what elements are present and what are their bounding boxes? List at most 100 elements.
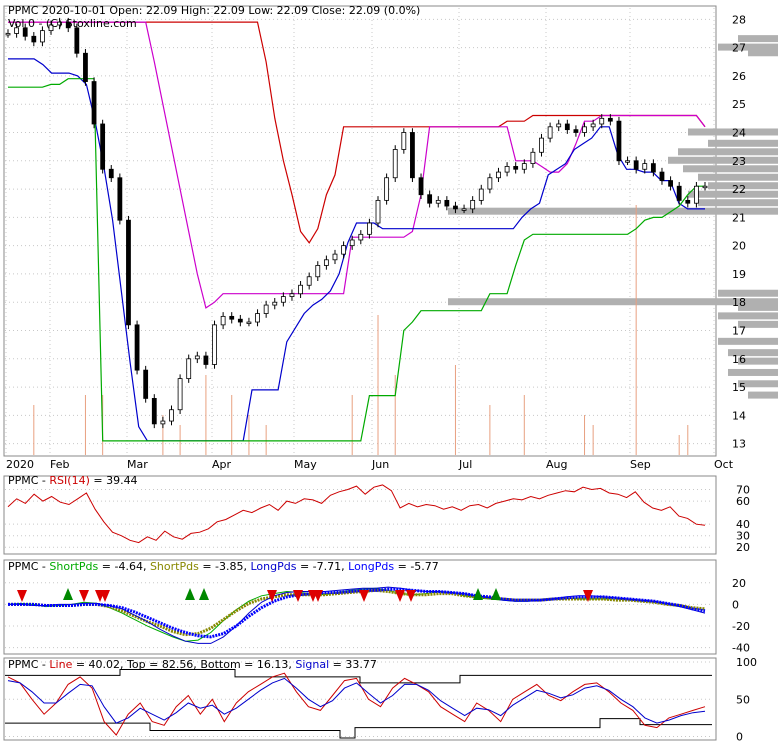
candle-body [48,24,54,32]
y-tick-label: 28 [732,13,746,26]
candle-body [315,265,321,278]
pds-l1-value: = -7.71, [296,560,348,573]
candle-body [143,369,149,399]
candle-body [384,177,390,201]
candle-body [685,199,691,204]
rsi-tick-label: 30 [736,530,750,543]
bands [8,21,706,442]
candle-body [100,123,106,170]
x-tick-label: Jul [458,458,472,471]
volume-profile-bar [718,289,778,297]
pds-tick-label: -40 [732,642,750,655]
candle-body [57,21,63,26]
stoch-top: Top = 82.56, [126,658,200,671]
pds-tick-label: 0 [732,598,739,611]
lower-band2-line [8,78,705,442]
candle-body [659,171,665,181]
candle-body [74,27,80,54]
candle-body [676,185,682,201]
pds-tick-label: -20 [732,620,750,633]
x-tick-label: Sep [630,458,651,471]
pds-l2-value: = -5.77 [394,560,439,573]
y-tick-label: 19 [732,268,746,281]
candle-body [108,168,114,179]
rsi-tick-label: 70 [736,484,750,497]
y-tick-label: 22 [732,183,746,196]
candle-body [65,21,71,29]
y-tick-label: 24 [732,126,746,139]
stoch-line-value: = 40.02, [72,658,127,671]
y-tick-label: 17 [732,325,746,338]
stoch-panel-frame [3,657,717,741]
rsi-tick-label: 20 [736,541,750,554]
candle-body [341,245,346,255]
stoch-tick-label: 100 [736,656,757,669]
volume-profile-bar [708,139,778,147]
candle-body [564,123,570,131]
y-tick-label: 16 [732,353,746,366]
buy-arrow-icon [185,588,195,600]
volume-profile-bar [748,49,778,57]
candle-body [169,409,174,422]
stoch-signal-line [7,677,706,724]
pds-l1-name: LongPds [251,560,297,573]
y-tick-label: 18 [732,296,746,309]
volume-profile-bar [683,165,778,173]
candle-body [263,304,269,314]
y-tick-label: 15 [732,381,746,394]
candle-body [521,163,527,170]
candle-body [625,160,630,163]
pds-line-1 [8,588,706,637]
volume-profile-bar [748,391,778,399]
volume-profile-bar [698,173,778,181]
pds-s1-value: = -4.64, [98,560,150,573]
volume-profile-bar [688,190,778,198]
buy-arrow-icon [491,588,501,600]
x-tick-label: Jun [371,458,389,471]
pds-title: PPMC - ShortPds = -4.64, ShortPds = -3.8… [8,560,439,573]
y-tick-label: 23 [732,155,746,168]
candle-body [435,199,441,204]
candle-body [117,177,123,221]
stoch-top-envelope [5,669,712,684]
candle-body [22,27,28,37]
stoch-bottom: Bottom = 16.13, [200,658,295,671]
rsi-value: = 39.44 [90,474,138,487]
candle-body [582,126,587,133]
candle-body [151,398,157,425]
volume-profile-bar [738,357,778,365]
candle-body [556,123,562,128]
y-tick-label: 25 [732,98,746,111]
y-tick-label: 27 [732,42,746,55]
candle-body [220,315,226,326]
y-tick-label: 26 [732,70,746,83]
sell-arrow-icon [79,590,89,602]
candle-body [280,296,286,303]
volume-profile-bar [688,128,778,136]
candle-body [702,185,708,189]
candle-body [255,313,260,323]
candle-body [513,166,519,170]
stoch-tick-label: 50 [736,693,750,706]
candle-body [410,132,415,179]
candle-body [504,166,510,173]
candle-body [392,149,398,179]
candle-body [642,163,648,170]
stoch-line [7,672,706,736]
x-tick-label: Feb [50,458,69,471]
pds-line-3 [8,587,706,639]
candle-body [40,30,45,43]
candle-body [487,177,493,190]
candle-body [203,355,209,365]
rsi-line [7,484,706,544]
volume-profile-bar [448,207,778,215]
y-tick-label: 14 [732,409,746,422]
stoch-bottom-envelope [5,718,712,739]
candle-body [607,117,613,122]
x-tick-label: Oct [714,458,734,471]
y-tick-label: 21 [732,211,746,224]
stoch-title: PPMC - Line = 40.02, Top = 82.56, Bottom… [8,658,377,671]
pds-s2-name: ShortPds [150,560,199,573]
